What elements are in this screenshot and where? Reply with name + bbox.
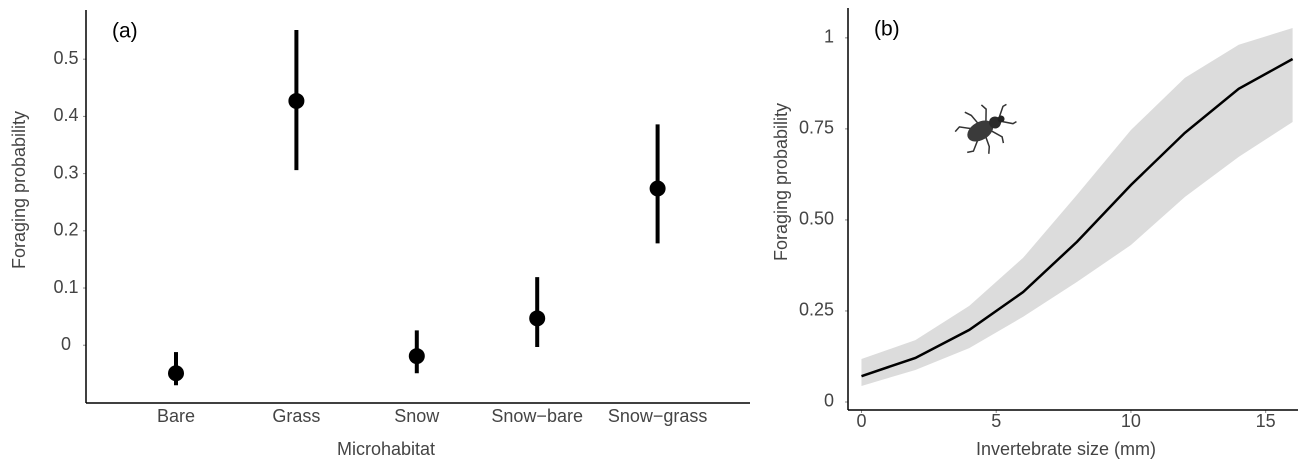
y-tick-label: 0.1: [53, 277, 78, 297]
panel-label: (a): [112, 20, 138, 43]
y-tick-label: 0.25: [799, 300, 834, 320]
y-tick-label: 0: [61, 334, 71, 354]
y-tick-label: 1: [824, 27, 834, 47]
point: [529, 310, 546, 327]
y-tick-label: 0.3: [53, 162, 78, 182]
x-tick-label: Snow: [394, 406, 440, 426]
y-tick-label: 0.50: [799, 209, 834, 229]
point: [408, 348, 425, 365]
point: [288, 92, 305, 109]
y-tick-label: 0.4: [53, 105, 78, 125]
x-tick-label: 15: [1256, 411, 1276, 431]
x-tick-label: Snow−bare: [491, 406, 583, 426]
panel-label: (b): [874, 18, 900, 41]
x-tick-label: Bare: [157, 406, 195, 426]
y-tick-label: 0.5: [53, 48, 78, 68]
point: [649, 180, 666, 197]
x-axis-title: Invertebrate size (mm): [976, 439, 1156, 459]
x-tick-label: Grass: [272, 406, 320, 426]
y-tick-label: 0: [824, 391, 834, 411]
x-tick-label: Snow−grass: [608, 406, 708, 426]
x-tick-label: 10: [1121, 411, 1141, 431]
y-axis-title: Foraging probability: [771, 103, 791, 261]
confidence-ribbon: [861, 28, 1293, 386]
beetle-icon: [954, 103, 1017, 154]
point: [168, 365, 184, 382]
fit-line: [861, 57, 1294, 378]
x-tick-label: 5: [991, 411, 1001, 431]
x-axis-title: Microhabitat: [337, 439, 435, 459]
x-tick-label: 0: [856, 411, 866, 431]
y-axis-title: Foraging probability: [9, 111, 29, 269]
y-tick-label: 0.2: [53, 220, 78, 240]
y-tick-label: 0.75: [799, 118, 834, 138]
